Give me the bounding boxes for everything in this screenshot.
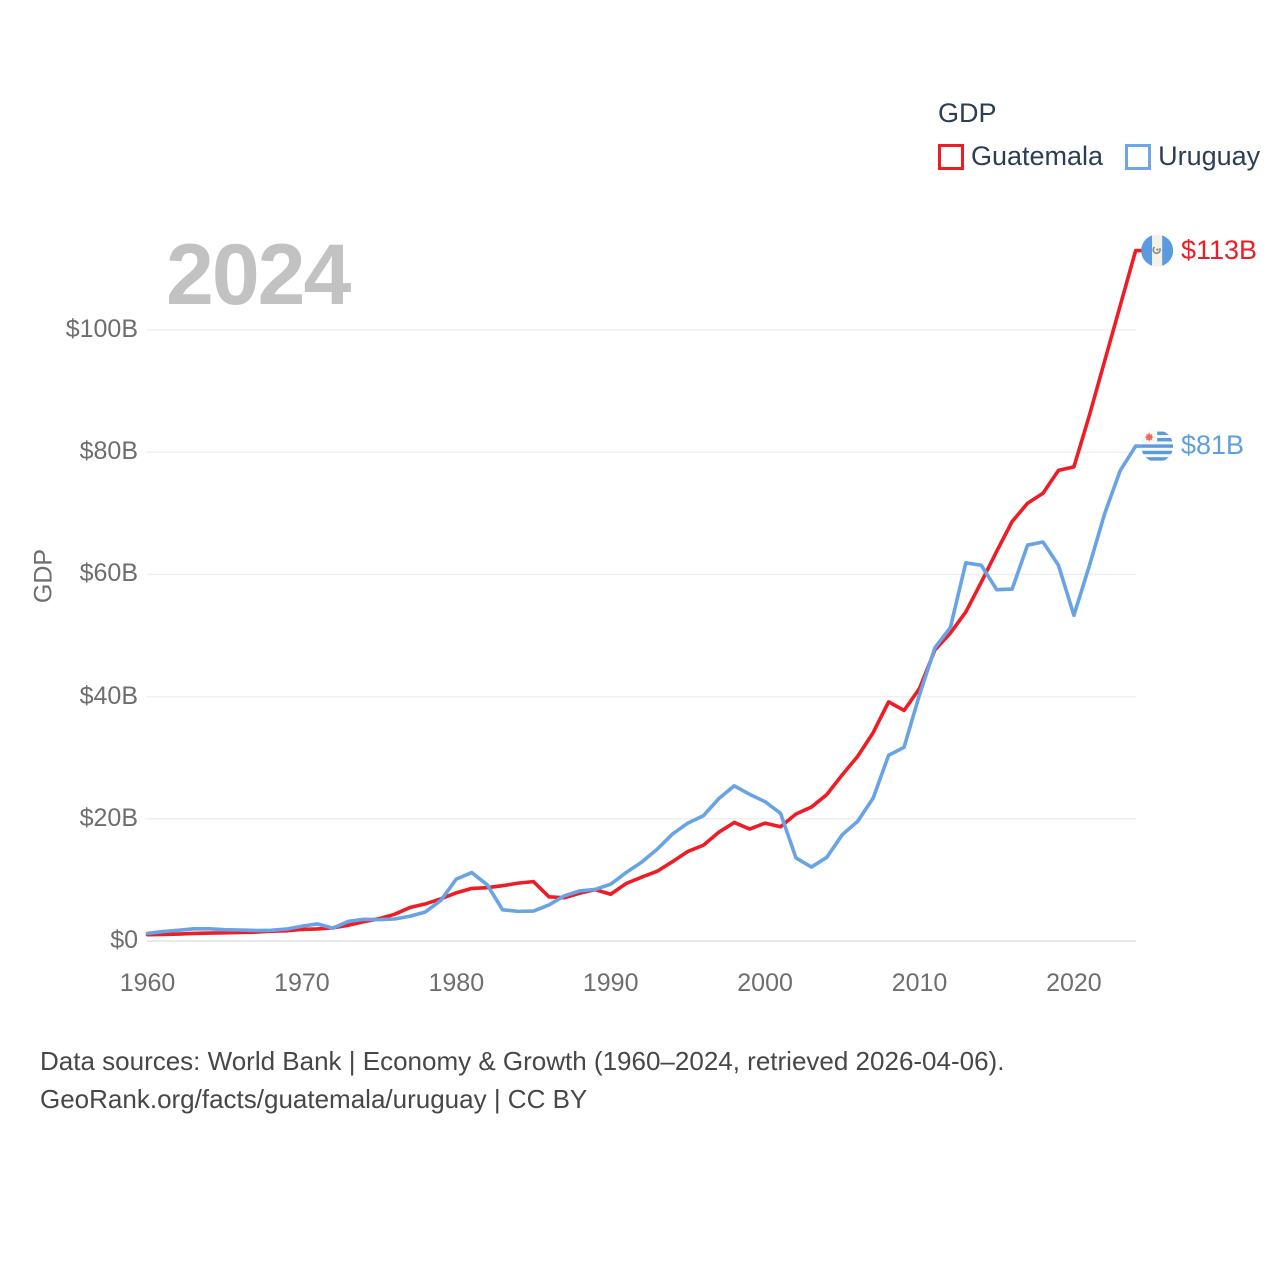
y-tick-label: $20B [79, 803, 138, 832]
x-tick-label: 2000 [737, 969, 793, 997]
uruguay-swatch-icon [1125, 143, 1152, 170]
legend-item-uruguay[interactable]: Uruguay [1125, 141, 1260, 172]
uruguay-flag-icon [1141, 430, 1174, 463]
legend-item-guatemala[interactable]: Guatemala [938, 141, 1103, 172]
y-tick-label: $40B [79, 681, 138, 710]
watermark-year: 2024 [166, 227, 351, 323]
x-tick-label: 2020 [1046, 969, 1102, 997]
x-tick-label: 1970 [274, 969, 330, 997]
x-tick-label: 1990 [582, 969, 639, 997]
legend-item-label: Guatemala [971, 141, 1104, 171]
uruguay-end-value-label: $81B [1181, 430, 1245, 461]
footer-attribution: Data sources: World Bank | Economy & Gro… [40, 1042, 1004, 1118]
guatemala-end-value-label: $113B [1181, 234, 1258, 265]
legend: GDP Guatemala Uruguay [938, 98, 1260, 172]
x-tick-label: 2010 [891, 969, 948, 997]
legend-title: GDP [938, 98, 997, 128]
y-tick-label: $80B [79, 437, 138, 466]
y-tick-label: $60B [79, 559, 138, 588]
gridlines [147, 329, 1136, 942]
guatemala-swatch-icon [938, 143, 964, 170]
y-tick-label: $100B [65, 315, 138, 343]
uruguay-sun-icon [1144, 432, 1154, 442]
x-tick-label: 1960 [119, 969, 176, 997]
legend-row: Guatemala Uruguay [938, 141, 1260, 172]
guatemala-flag-icon [1141, 234, 1174, 267]
footer-line-datasources: Data sources: World Bank | Economy & Gro… [40, 1046, 1005, 1076]
y-tick-label: $0 [110, 926, 138, 954]
uruguay-line-series[interactable] [145, 444, 1138, 936]
x-tick-label: 1980 [428, 969, 485, 997]
guatemala-line-series[interactable] [145, 248, 1138, 937]
footer-line-url: GeoRank.org/facts/guatemala/uruguay | CC… [40, 1084, 588, 1114]
legend-item-label: Uruguay [1158, 141, 1261, 171]
